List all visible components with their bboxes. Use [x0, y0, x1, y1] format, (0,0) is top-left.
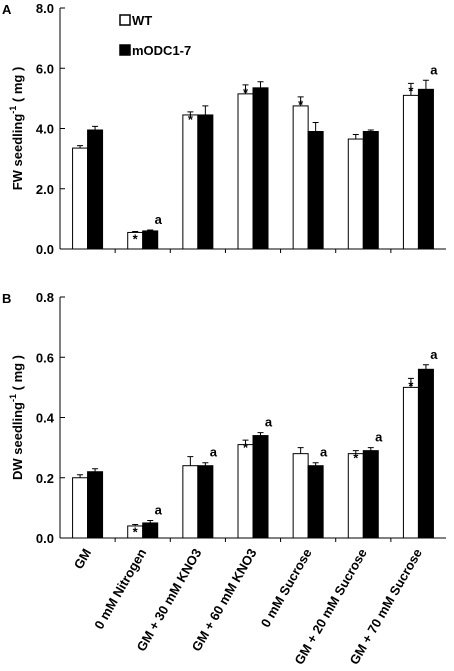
error-bar — [297, 447, 304, 454]
bar — [307, 131, 324, 250]
bar — [87, 471, 104, 539]
error-bar — [367, 129, 374, 132]
bar — [292, 105, 309, 250]
y-axis-label: FW seedling-1 ( mg ) — [8, 67, 25, 191]
y-label-text: FW seedling — [10, 114, 25, 191]
error-bar — [202, 105, 209, 115]
legend-label: mODC1-7 — [132, 43, 191, 58]
y-tick-label: 0.2 — [36, 471, 54, 486]
bar — [197, 114, 214, 250]
error-bar — [92, 125, 99, 131]
error-bar — [132, 231, 139, 233]
significance-mark: * — [408, 83, 414, 98]
y-tick-label: 6.0 — [36, 61, 54, 76]
significance-mark: * — [353, 451, 359, 466]
y-tick-label: 0.6 — [36, 350, 54, 365]
error-bar — [187, 111, 194, 115]
bar — [347, 138, 364, 250]
panel-label: B — [2, 291, 11, 306]
bar — [142, 522, 159, 539]
y-tick-label: 0.0 — [36, 531, 54, 546]
significance-mark: * — [298, 97, 304, 112]
y-label-sup: -1 — [8, 394, 18, 402]
significance-mark: a — [320, 445, 328, 460]
error-bar — [242, 84, 249, 94]
bar — [417, 368, 434, 539]
bar — [72, 477, 89, 539]
bar — [237, 444, 254, 539]
error-bar — [147, 520, 154, 523]
y-label-unit: ( mg ) — [10, 67, 25, 106]
y-tick-label: 4.0 — [36, 122, 54, 137]
significance-mark: a — [210, 445, 218, 460]
error-bar — [312, 121, 319, 132]
x-tick-label: 0 mM Sucrose — [258, 546, 315, 630]
y-label-sup: -1 — [8, 106, 18, 114]
error-bar — [367, 447, 374, 451]
error-bar — [92, 468, 99, 472]
bar — [307, 465, 324, 539]
error-bar — [407, 82, 414, 96]
bar — [237, 93, 254, 250]
error-bar — [297, 96, 304, 106]
x-tick-label: GM — [71, 546, 94, 572]
error-bar — [187, 456, 194, 466]
error-bar — [77, 474, 84, 478]
y-tick-label: 0.0 — [36, 242, 54, 257]
error-bar — [147, 229, 154, 231]
bar — [182, 465, 199, 539]
y-tick-label: 0.8 — [36, 290, 54, 305]
error-bar — [257, 81, 264, 88]
significance-mark: * — [408, 378, 414, 393]
legend-label: WT — [132, 13, 152, 28]
significance-mark: a — [375, 430, 383, 445]
bar — [87, 129, 104, 250]
significance-mark: a — [155, 503, 163, 518]
bar — [252, 87, 269, 250]
bar — [142, 230, 159, 250]
error-bar — [77, 145, 84, 149]
bar — [417, 88, 434, 250]
bar — [72, 147, 89, 250]
significance-mark: * — [243, 440, 249, 455]
y-tick-label: 8.0 — [36, 1, 54, 16]
y-tick-label: 0.4 — [36, 411, 55, 426]
significance-mark: a — [265, 415, 273, 430]
bar — [252, 435, 269, 539]
significance-mark: a — [155, 212, 163, 227]
x-tick-label: 0 mM Nitrogen — [91, 546, 149, 632]
bar — [402, 94, 419, 250]
error-bar — [407, 377, 414, 388]
significance-mark: a — [430, 347, 438, 362]
bar — [197, 465, 214, 539]
bar — [402, 386, 419, 539]
significance-mark: * — [133, 232, 139, 247]
significance-mark: * — [243, 85, 249, 100]
legend-swatch — [119, 44, 131, 56]
legend-swatch — [119, 14, 131, 26]
bar — [347, 453, 364, 539]
error-bar — [422, 79, 429, 90]
error-bar — [202, 462, 209, 466]
bar — [362, 131, 379, 250]
error-bar — [242, 439, 249, 445]
bar — [182, 114, 199, 250]
y-tick-label: 2.0 — [36, 182, 54, 197]
error-bar — [257, 432, 264, 436]
error-bar — [132, 523, 139, 526]
error-bar — [312, 462, 319, 466]
bar — [362, 450, 379, 539]
significance-mark: * — [133, 524, 139, 539]
significance-mark: a — [430, 62, 438, 77]
bar — [292, 453, 309, 539]
y-label-text: DW seedling — [10, 402, 25, 480]
error-bar — [352, 450, 359, 454]
error-bar — [352, 134, 359, 140]
y-axis-label: DW seedling-1 ( mg ) — [8, 355, 25, 480]
significance-mark: * — [188, 112, 194, 127]
error-bar — [422, 364, 429, 370]
y-label-unit: ( mg ) — [10, 355, 25, 394]
panel-label: A — [2, 2, 12, 17]
